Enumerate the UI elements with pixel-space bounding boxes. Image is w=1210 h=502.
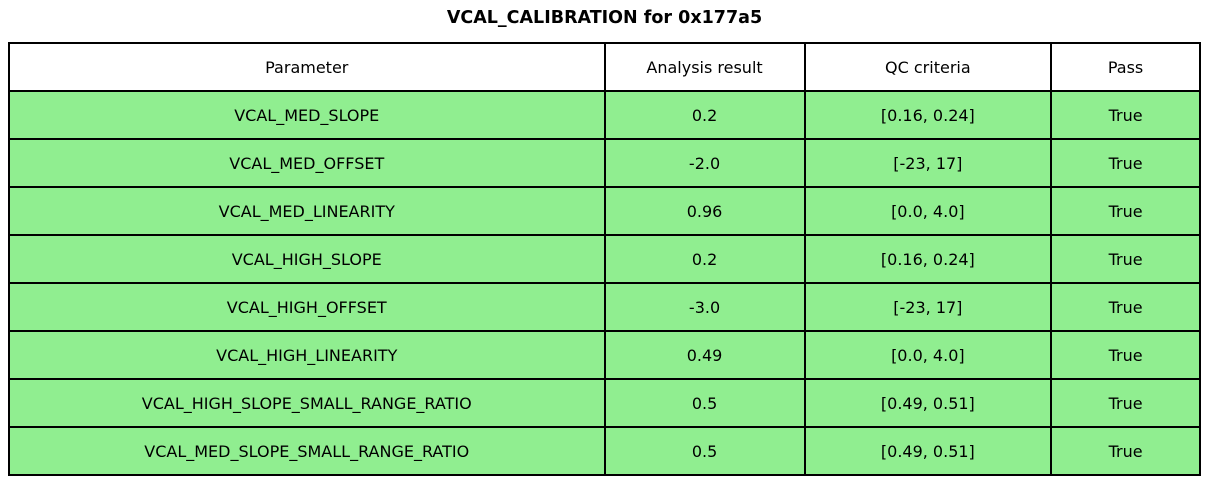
pass-cell: True <box>1050 426 1201 476</box>
analysis-result-cell: -2.0 <box>603 138 806 188</box>
parameter-cell: VCAL_MED_SLOPE <box>8 90 606 140</box>
table-row: VCAL_MED_OFFSET -2.0 [-23, 17] True <box>8 138 1201 188</box>
analysis-result-cell: -3.0 <box>603 282 806 332</box>
qc-criteria-cell: [0.49, 0.51] <box>803 426 1053 476</box>
table-row: VCAL_MED_SLOPE_SMALL_RANGE_RATIO 0.5 [0.49… <box>8 426 1201 476</box>
table-row: VCAL_HIGH_SLOPE_SMALL_RANGE_RATIO 0.5 [0.4… <box>8 378 1201 428</box>
parameter-cell: VCAL_MED_LINEARITY <box>8 186 606 236</box>
pass-cell: True <box>1050 330 1201 380</box>
pass-cell: True <box>1050 186 1201 236</box>
parameter-cell: VCAL_HIGH_LINEARITY <box>8 330 606 380</box>
table-row: VCAL_HIGH_LINEARITY 0.49 [0.0, 4.0] True <box>8 330 1201 380</box>
pass-cell: True <box>1050 90 1201 140</box>
analysis-result-cell: 0.5 <box>603 378 806 428</box>
pass-cell: True <box>1050 378 1201 428</box>
pass-cell: True <box>1050 234 1201 284</box>
column-header-parameter: Parameter <box>8 42 606 92</box>
column-header-analysis-result: Analysis result <box>603 42 806 92</box>
qc-criteria-cell: [0.16, 0.24] <box>803 234 1053 284</box>
qc-criteria-cell: [-23, 17] <box>803 138 1053 188</box>
qc-table: Parameter Analysis result QC criteria Pass … <box>8 42 1201 476</box>
pass-cell: True <box>1050 138 1201 188</box>
qc-criteria-cell: [0.0, 4.0] <box>803 186 1053 236</box>
qc-criteria-cell: [-23, 17] <box>803 282 1053 332</box>
analysis-result-cell: 0.96 <box>603 186 806 236</box>
qc-criteria-cell: [0.16, 0.24] <box>803 90 1053 140</box>
table-row: VCAL_MED_SLOPE 0.2 [0.16, 0.24] True <box>8 90 1201 140</box>
table-row: VCAL_HIGH_SLOPE 0.2 [0.16, 0.24] True <box>8 234 1201 284</box>
analysis-result-cell: 0.2 <box>603 90 806 140</box>
parameter-cell: VCAL_HIGH_SLOPE <box>8 234 606 284</box>
chart-title: VCAL_CALIBRATION for 0x177a5 <box>446 8 763 28</box>
parameter-cell: VCAL_HIGH_OFFSET <box>8 282 606 332</box>
column-header-qc-criteria: QC criteria <box>803 42 1053 92</box>
parameter-cell: VCAL_MED_SLOPE_SMALL_RANGE_RATIO <box>8 426 606 476</box>
pass-cell: True <box>1050 282 1201 332</box>
qc-criteria-cell: [0.49, 0.51] <box>803 378 1053 428</box>
column-header-pass: Pass <box>1050 42 1201 92</box>
table-row: VCAL_MED_LINEARITY 0.96 [0.0, 4.0] True <box>8 186 1201 236</box>
parameter-cell: VCAL_HIGH_SLOPE_SMALL_RANGE_RATIO <box>8 378 606 428</box>
table-row: VCAL_HIGH_OFFSET -3.0 [-23, 17] True <box>8 282 1201 332</box>
header-row: Parameter Analysis result QC criteria Pass <box>8 42 1201 92</box>
parameter-cell: VCAL_MED_OFFSET <box>8 138 606 188</box>
analysis-result-cell: 0.5 <box>603 426 806 476</box>
analysis-result-cell: 0.49 <box>603 330 806 380</box>
qc-criteria-cell: [0.0, 4.0] <box>803 330 1053 380</box>
analysis-result-cell: 0.2 <box>603 234 806 284</box>
